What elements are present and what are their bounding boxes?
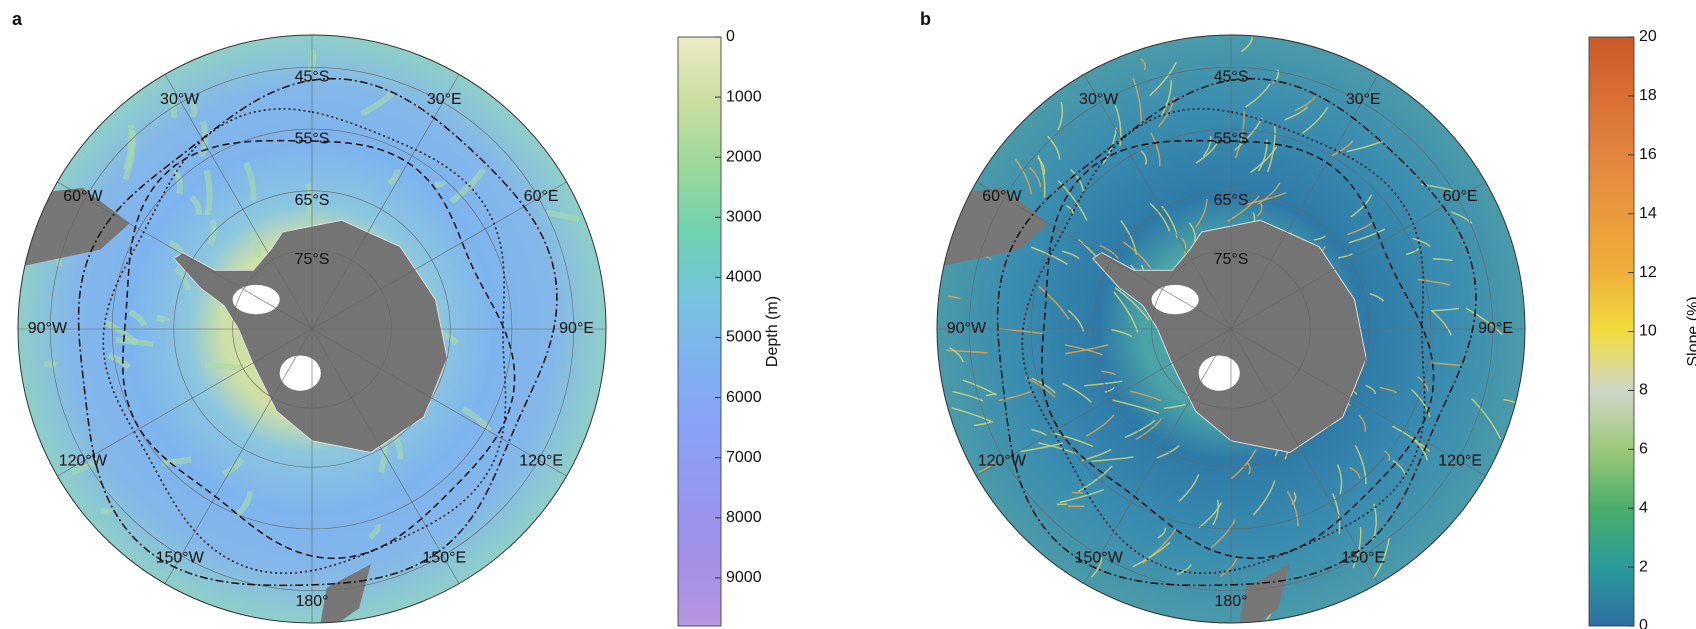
longitude-label: 180° (1214, 593, 1247, 610)
ice-shelf (280, 355, 321, 390)
seafloor-feature (44, 364, 56, 365)
colorbar-tick-label: 3000 (726, 209, 762, 226)
colorbar (1589, 37, 1634, 626)
colorbar-tick-label: 6 (1639, 441, 1648, 458)
colorbar-tick-label: 18 (1639, 87, 1657, 104)
figure: a 45°S 55°S 65°S 75°S 30°W 30°E 60°W 60°E 90°W 90°… (0, 0, 1696, 629)
colorbar-tick-label: 14 (1639, 205, 1657, 222)
longitude-label: 30°W (1079, 91, 1119, 108)
ice-shelf (1199, 355, 1240, 390)
latitude-label: 55°S (295, 130, 330, 147)
ice-shelf (1152, 285, 1199, 314)
latitude-label: 45°S (295, 69, 330, 86)
latitude-label: 75°S (295, 251, 330, 268)
longitude-label: 30°W (160, 91, 200, 108)
colorbar-tick-label: 8000 (726, 509, 762, 526)
longitude-label: 120°E (1438, 453, 1482, 470)
colorbar-label: Slope (%) (1685, 296, 1696, 366)
colorbar-tick-label: 20 (1639, 28, 1657, 45)
colorbar-tick-label: 4 (1639, 499, 1648, 516)
colorbar-label: Depth (m) (764, 296, 781, 367)
colorbar-tick-label: 9000 (726, 569, 762, 586)
colorbar-tick-label: 12 (1639, 264, 1657, 281)
colorbar-tick-label: 16 (1639, 146, 1657, 163)
seafloor-feature (206, 171, 209, 216)
panel-letter: b (920, 9, 931, 29)
seafloor-feature (205, 365, 242, 368)
latitude-label: 45°S (1214, 69, 1249, 86)
seafloor-feature (161, 460, 191, 463)
longitude-label: 60°W (982, 188, 1022, 205)
polar-map (3, 35, 606, 629)
map-panel: b 45°S 55°S 65°S 75°S 30°W 30°E 60°W 60°E 90°W 90°… (920, 9, 1696, 629)
longitude-label: 120°W (59, 453, 108, 470)
colorbar-tick-label: 8 (1639, 382, 1648, 399)
colorbar-tick-label: 7000 (726, 449, 762, 466)
longitude-label: 150°E (422, 549, 466, 566)
colorbar-tick-label: 0 (1639, 617, 1648, 629)
panel-letter: a (12, 9, 23, 29)
longitude-label: 30°E (1346, 91, 1381, 108)
latitude-label: 75°S (1214, 251, 1249, 268)
latitude-label: 55°S (1214, 130, 1249, 147)
longitude-label: 90°E (559, 320, 594, 337)
longitude-label: 60°E (1443, 188, 1478, 205)
colorbar-tick-label: 6000 (726, 389, 762, 406)
polar-map (922, 35, 1525, 629)
longitude-label: 60°W (63, 188, 103, 205)
colorbar-tick-label: 4000 (726, 269, 762, 286)
latitude-label: 65°S (1214, 192, 1249, 209)
colorbar-tick-label: 10 (1639, 323, 1657, 340)
longitude-label: 150°W (156, 549, 205, 566)
colorbar-tick-label: 0 (726, 28, 735, 45)
seafloor-feature (157, 318, 167, 321)
longitude-label: 90°W (947, 320, 987, 337)
longitude-label: 120°E (519, 453, 563, 470)
longitude-label: 60°E (524, 188, 559, 205)
latitude-label: 65°S (295, 192, 330, 209)
seafloor-feature (100, 511, 111, 512)
longitude-label: 120°W (978, 453, 1027, 470)
map-panel: a 45°S 55°S 65°S 75°S 30°W 30°E 60°W 60°E 90°W 90°… (3, 9, 781, 629)
longitude-label: 90°W (28, 320, 68, 337)
ice-shelf (233, 285, 280, 314)
longitude-label: 180° (295, 593, 328, 610)
seafloor-feature (1072, 492, 1083, 493)
longitude-label: 150°W (1075, 549, 1124, 566)
colorbar-tick-label: 2 (1639, 558, 1648, 575)
longitude-label: 90°E (1478, 320, 1513, 337)
colorbar-tick-label: 5000 (726, 329, 762, 346)
longitude-label: 30°E (427, 91, 462, 108)
colorbar-tick-label: 1000 (726, 88, 762, 105)
longitude-label: 150°E (1341, 549, 1385, 566)
colorbar-tick-label: 2000 (726, 148, 762, 165)
colorbar (678, 37, 721, 626)
